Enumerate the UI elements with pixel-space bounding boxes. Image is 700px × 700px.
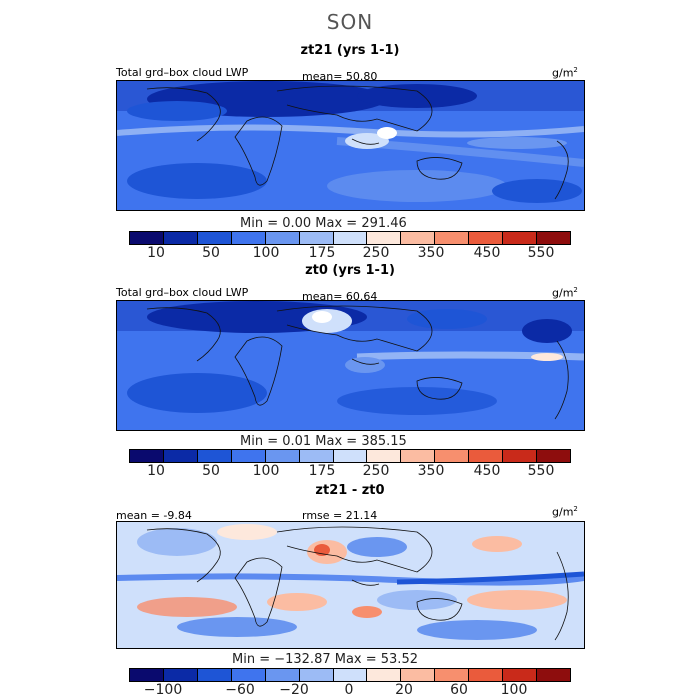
panel-2-unit: g/m2 [552, 286, 578, 300]
panel-2-tick-5: 250 [362, 463, 390, 479]
panel-3-map-field [117, 522, 584, 648]
season-title: SON [326, 10, 374, 34]
panel-1-minmax: Min = 0.00 Max = 291.46 [240, 216, 407, 231]
panel-1-tick-4: 175 [308, 245, 336, 261]
panel-3-tick-2: −60 [225, 682, 255, 698]
colorbar-swatch [197, 669, 232, 681]
colorbar-swatch [401, 450, 436, 462]
panel-1-tick-8: 550 [527, 245, 555, 261]
panel-2-tick-6: 350 [417, 463, 445, 479]
colorbar-swatch [163, 232, 198, 244]
colorbar-swatch [231, 232, 266, 244]
panel-2-tick-1: 10 [147, 463, 165, 479]
panel-3-tick-6: 60 [450, 682, 468, 698]
panel-3-tick-3: −20 [279, 682, 309, 698]
colorbar-swatch [231, 669, 266, 681]
colorbar-swatch [299, 450, 334, 462]
colorbar-swatch [401, 669, 436, 681]
colorbar-swatch [333, 450, 368, 462]
panel-1-unit: g/m2 [552, 66, 578, 80]
colorbar-swatch [333, 669, 368, 681]
colorbar-swatch [163, 669, 198, 681]
colorbar-swatch [537, 669, 570, 681]
colorbar-swatch [163, 450, 198, 462]
panel-1-mean: mean= 50.80 [302, 70, 378, 83]
panel-1-tick-3: 100 [252, 245, 280, 261]
panel-3-colorbar [129, 668, 571, 682]
colorbar-swatch [367, 450, 402, 462]
panel-3-unit: g/m2 [552, 505, 578, 519]
panel-3-tick-7: 100 [500, 682, 528, 698]
panel-1-variable: Total grd–box cloud LWP [116, 66, 249, 79]
panel-3-tick-4: 0 [344, 682, 354, 698]
panel-2-tick-3: 100 [252, 463, 280, 479]
colorbar-swatch [367, 669, 402, 681]
panel-2-tick-7: 450 [473, 463, 501, 479]
colorbar-swatch [469, 232, 504, 244]
panel-2-tick-2: 50 [202, 463, 220, 479]
panel-2-colorbar [129, 449, 571, 463]
panel-3-tick-5: 20 [395, 682, 413, 698]
colorbar-swatch [130, 232, 164, 244]
colorbar-swatch [197, 450, 232, 462]
panel-1-tick-1: 10 [147, 245, 165, 261]
panel-1-title: zt21 (yrs 1-1) [300, 43, 400, 58]
panel-1-map-field [117, 81, 584, 210]
colorbar-swatch [401, 232, 436, 244]
panel-2-map [116, 300, 585, 431]
colorbar-swatch [265, 232, 300, 244]
panel-1-tick-2: 50 [202, 245, 220, 261]
colorbar-swatch [299, 232, 334, 244]
panel-3-tick-1: −100 [143, 682, 183, 698]
colorbar-swatch [130, 669, 164, 681]
panel-3-minmax: Min = −132.87 Max = 53.52 [232, 652, 418, 667]
colorbar-swatch [197, 232, 232, 244]
panel-3-mean: mean = -9.84 [116, 509, 192, 522]
colorbar-swatch [469, 450, 504, 462]
panel-2-minmax: Min = 0.01 Max = 385.15 [240, 434, 407, 449]
colorbar-swatch [469, 669, 504, 681]
colorbar-swatch [503, 232, 538, 244]
colorbar-swatch [537, 450, 570, 462]
colorbar-swatch [503, 669, 538, 681]
panel-2-title: zt0 (yrs 1-1) [305, 263, 395, 278]
panel-2-map-field [117, 301, 584, 430]
colorbar-swatch [503, 450, 538, 462]
panel-1-tick-6: 350 [417, 245, 445, 261]
panel-1-map [116, 80, 585, 211]
colorbar-swatch [299, 669, 334, 681]
colorbar-swatch [435, 669, 470, 681]
colorbar-swatch [265, 450, 300, 462]
colorbar-swatch [435, 232, 470, 244]
panel-2-variable: Total grd–box cloud LWP [116, 286, 249, 299]
panel-3-rmse: rmse = 21.14 [302, 509, 378, 522]
colorbar-swatch [367, 232, 402, 244]
colorbar-swatch [265, 669, 300, 681]
panel-3-map [116, 521, 585, 649]
panel-3-title: zt21 - zt0 [315, 483, 385, 498]
colorbar-swatch [435, 450, 470, 462]
colorbar-swatch [130, 450, 164, 462]
colorbar-swatch [231, 450, 266, 462]
panel-2-mean: mean= 60.64 [302, 290, 378, 303]
panel-1-tick-7: 450 [473, 245, 501, 261]
panel-2-tick-4: 175 [308, 463, 336, 479]
panel-1-colorbar [129, 231, 571, 245]
colorbar-swatch [333, 232, 368, 244]
panel-1-tick-5: 250 [362, 245, 390, 261]
panel-2-tick-8: 550 [527, 463, 555, 479]
colorbar-swatch [537, 232, 570, 244]
